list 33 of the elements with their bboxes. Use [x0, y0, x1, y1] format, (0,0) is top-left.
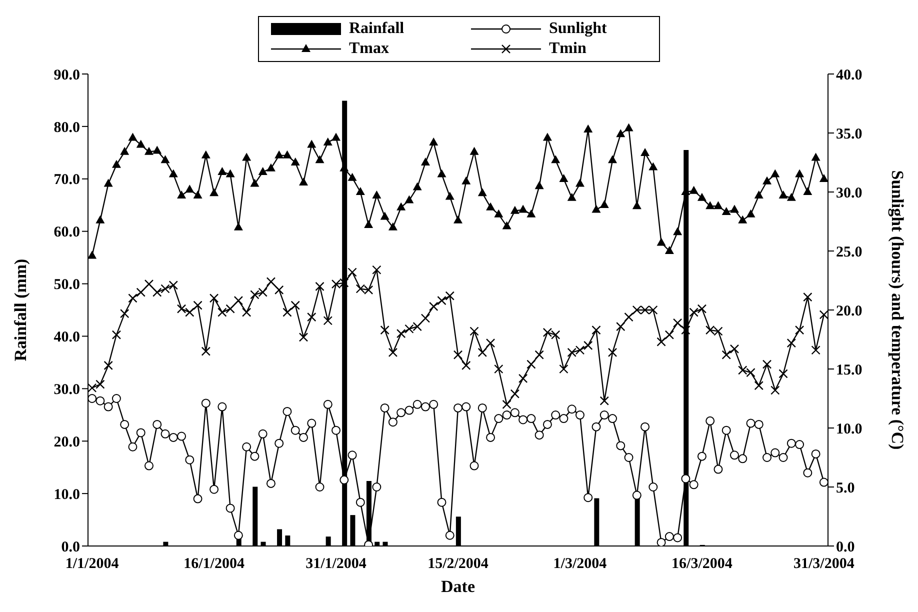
y-tick-label: 20.0 [54, 434, 80, 450]
y-axis-title: Rainfall (mm) [11, 258, 30, 362]
legend-label: Sunlight [549, 20, 607, 38]
y2-axis-title: Sunlight (hours) and temperature (°C) [888, 170, 907, 450]
x-tick-label: 1/1/2004 [65, 556, 120, 572]
x-axis-title: Date [441, 577, 476, 596]
y-tick-label: 90.0 [54, 67, 80, 84]
y-tick-label: 50.0 [54, 277, 80, 294]
y2-tick-label: 35.0 [836, 126, 862, 142]
y-tick-label: 30.0 [54, 382, 80, 398]
y-tick-label: 10.0 [54, 486, 80, 503]
y-tick-label: 70.0 [54, 172, 80, 188]
y2-tick-label: 30.0 [836, 185, 862, 202]
legend-label: Tmax [349, 40, 389, 58]
x-tick-label: 16/3/2004 [672, 556, 733, 572]
y-tick-label: 80.0 [54, 120, 80, 136]
y-tick-label: 40.0 [54, 330, 80, 346]
y-tick-label: 0.0 [61, 539, 80, 556]
x-tick-label: 31/3/2004 [794, 556, 855, 572]
y2-tick-label: 40.0 [836, 67, 862, 84]
y2-tick-label: 5.0 [836, 480, 855, 496]
y2-tick-label: 0.0 [836, 539, 855, 556]
y-tick-label: 60.0 [54, 224, 80, 241]
x-tick-label: 31/1/2004 [306, 556, 367, 572]
x-tick-label: 1/3/2004 [553, 556, 608, 572]
x-tick-label: 15/2/2004 [428, 556, 489, 572]
y2-tick-label: 20.0 [836, 303, 862, 320]
legend-label: Rainfall [349, 20, 404, 38]
x-tick-label: 16/1/2004 [184, 556, 245, 572]
y2-tick-label: 10.0 [836, 421, 862, 438]
y2-tick-label: 15.0 [836, 362, 862, 378]
y2-tick-label: 25.0 [836, 244, 862, 260]
legend-label: Tmin [549, 40, 586, 58]
